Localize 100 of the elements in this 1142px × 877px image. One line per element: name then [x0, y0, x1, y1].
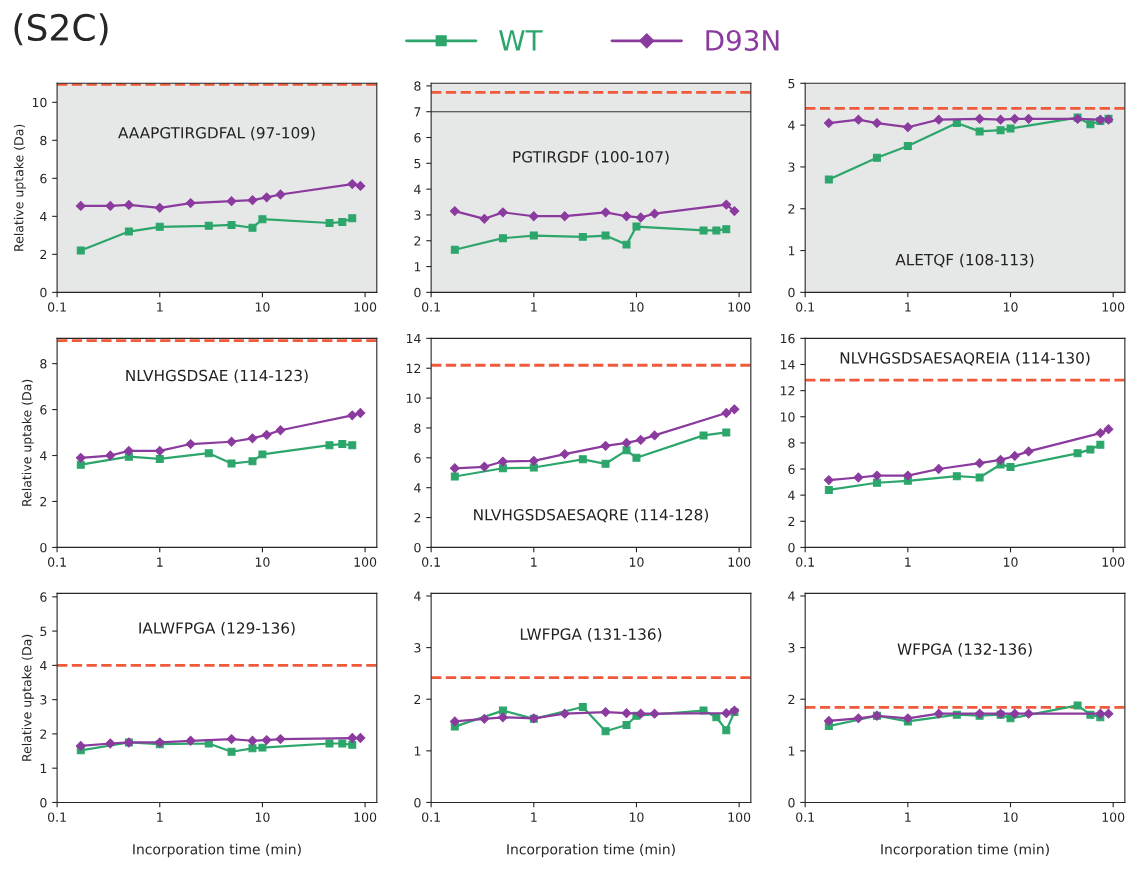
- x-tick-label: 10: [1003, 812, 1018, 822]
- annotation: ALETQF (108-113): [895, 253, 1034, 268]
- y-tick-label: 5: [40, 626, 47, 637]
- y-tick-label: 5: [788, 78, 795, 89]
- x-tick-label: 1: [531, 557, 537, 567]
- y-tick-label: 8: [414, 81, 421, 91]
- x-tick-label: 10: [1003, 557, 1018, 567]
- x-tick-label: 1: [905, 557, 911, 567]
- y-tick-label: 14: [780, 360, 795, 370]
- y-tick-label: 8: [40, 135, 47, 146]
- x-tick-label: 100: [354, 302, 377, 312]
- y-tick-label: 4: [788, 591, 795, 601]
- y-tick-label: 2: [40, 729, 47, 739]
- annotation: PGTIRGDF (100-107): [513, 150, 669, 165]
- y-tick-label: 4: [788, 120, 795, 130]
- y-axis-title: Relative uptake (Da): [21, 379, 34, 506]
- annotation: WFPGA (132-136): [897, 643, 1032, 657]
- y-tick-label: 1: [40, 763, 47, 773]
- y-tick-label: 3: [788, 162, 795, 172]
- x-tick-label: 0.1: [422, 302, 440, 312]
- y-tick-label: 8: [788, 438, 795, 448]
- y-tick-label: 1: [788, 746, 795, 756]
- y-tick-label: 10: [32, 97, 47, 108]
- x-tick-label: 0.1: [47, 812, 66, 822]
- y-tick-label: 6: [414, 453, 421, 463]
- y-tick-label: 10: [406, 393, 421, 404]
- y-tick-label: 0: [788, 797, 795, 808]
- y-tick-label: 0: [414, 542, 421, 553]
- legend-label: D93N: [706, 29, 779, 51]
- x-axis-title: Incorporation time (min): [881, 843, 1049, 858]
- x-tick-label: 0.1: [796, 812, 814, 822]
- y-tick-label: 1: [414, 262, 421, 272]
- annotation: LWFPGA (131-136): [520, 628, 662, 642]
- x-tick-label: 10: [1003, 302, 1018, 312]
- y-tick-label: 7: [414, 107, 421, 117]
- x-tick-label: 10: [629, 812, 644, 822]
- y-tick-label: 2: [40, 249, 47, 260]
- legend-label: WT: [499, 30, 543, 51]
- y-tick-label: 4: [414, 591, 421, 601]
- x-tick-label: 100: [728, 302, 751, 312]
- y-tick-label: 14: [406, 333, 421, 344]
- x-tick-label: 1: [905, 812, 911, 822]
- y-tick-label: 2: [788, 516, 795, 527]
- y-tick-label: 0: [788, 287, 795, 298]
- x-tick-label: 10: [255, 302, 270, 312]
- y-tick-label: 10: [780, 412, 795, 422]
- y-tick-label: 6: [40, 405, 47, 415]
- y-tick-label: 3: [414, 210, 421, 220]
- y-tick-label: 4: [40, 451, 47, 461]
- y-tick-label: 3: [414, 643, 421, 653]
- annotation: NLVHGSDSAESAQREIA (114-130): [840, 351, 1090, 366]
- y-tick-label: 8: [414, 423, 421, 433]
- chart-title: (S2C): [14, 13, 108, 46]
- y-tick-label: 4: [414, 184, 421, 194]
- x-tick-label: 0.1: [796, 557, 814, 567]
- x-tick-label: 10: [629, 302, 644, 312]
- y-tick-label: 0: [40, 797, 47, 808]
- x-tick-label: 100: [728, 812, 751, 822]
- x-tick-label: 0.1: [422, 812, 440, 822]
- annotation: NLVHGSDSAESAQRE (114-128): [474, 508, 708, 523]
- y-tick-label: 4: [414, 483, 421, 493]
- x-tick-label: 0.1: [796, 302, 814, 312]
- x-tick-label: 10: [629, 557, 644, 567]
- y-tick-label: 4: [40, 661, 47, 671]
- x-tick-label: 1: [157, 557, 163, 567]
- x-tick-label: 100: [1102, 812, 1125, 822]
- y-tick-label: 3: [40, 695, 47, 705]
- x-axis-title: Incorporation time (min): [133, 843, 301, 858]
- x-tick-label: 10: [255, 557, 270, 567]
- x-axis-title: Incorporation time (min): [507, 843, 675, 858]
- x-tick-label: 100: [354, 812, 377, 822]
- x-tick-label: 10: [255, 812, 270, 822]
- x-tick-label: 1: [157, 302, 163, 312]
- annotation: IALWFPGA (129-136): [139, 622, 295, 636]
- x-tick-label: 1: [531, 302, 537, 312]
- y-tick-label: 8: [40, 359, 47, 369]
- x-tick-label: 1: [531, 812, 537, 822]
- y-tick-label: 12: [780, 386, 795, 396]
- y-tick-label: 6: [788, 464, 795, 474]
- x-tick-label: 0.1: [422, 557, 440, 567]
- y-tick-label: 5: [414, 158, 421, 169]
- annotation: AAAPGTIRGDFAL (97-109): [118, 126, 315, 141]
- y-tick-label: 0: [788, 542, 795, 553]
- y-tick-label: 1: [788, 246, 795, 256]
- x-tick-label: 1: [905, 302, 911, 312]
- y-tick-label: 3: [788, 643, 795, 653]
- y-tick-label: 6: [414, 132, 421, 143]
- y-tick-label: 2: [788, 204, 795, 214]
- y-tick-label: 2: [414, 236, 421, 246]
- y-tick-label: 4: [40, 211, 47, 222]
- y-tick-label: 2: [40, 496, 47, 507]
- x-tick-label: 0.1: [47, 557, 66, 567]
- y-tick-label: 0: [414, 287, 421, 298]
- y-axis-title: Relative uptake (Da): [21, 634, 34, 761]
- x-tick-label: 100: [1102, 302, 1125, 312]
- y-tick-label: 6: [40, 592, 47, 602]
- x-tick-label: 0.1: [47, 302, 66, 312]
- y-tick-label: 16: [780, 333, 795, 344]
- y-tick-label: 2: [414, 694, 421, 704]
- y-tick-label: 0: [40, 287, 47, 298]
